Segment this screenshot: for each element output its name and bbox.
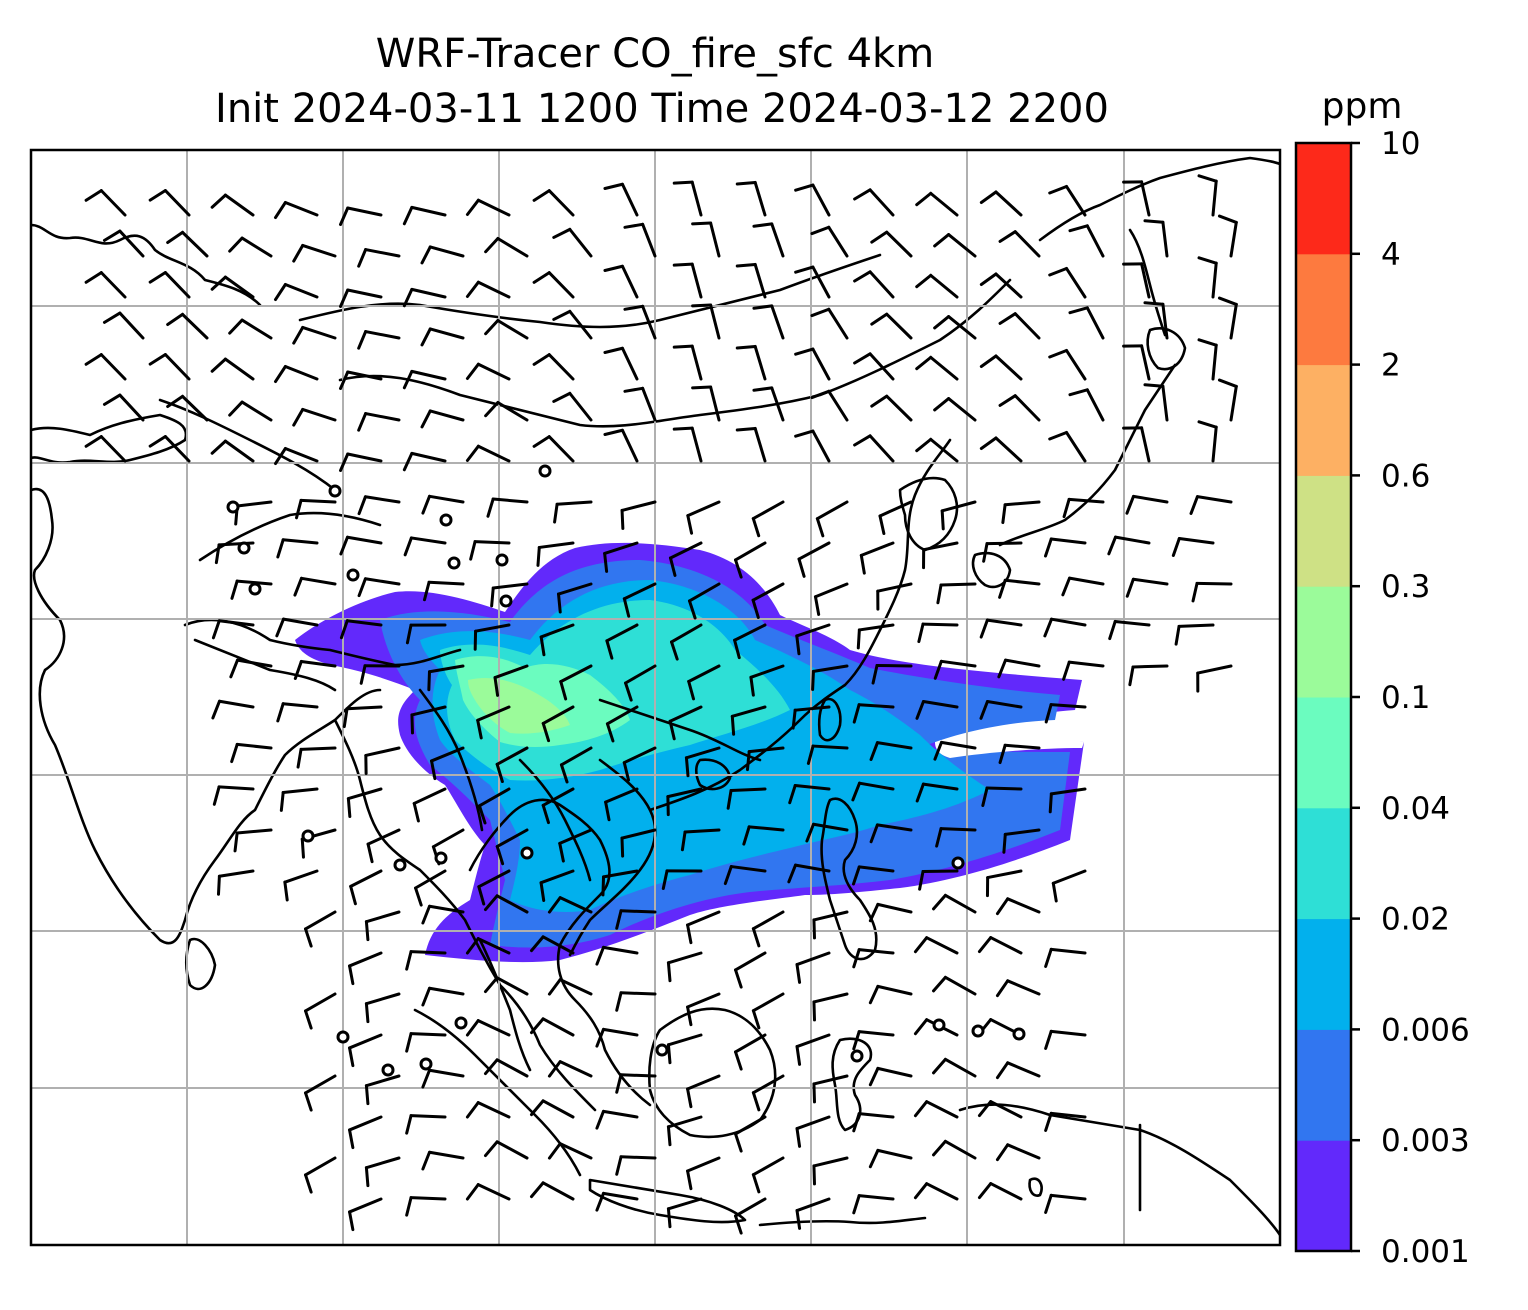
calm-wind-marker [449,558,459,568]
colorbar-segment [1296,1140,1351,1251]
calm-wind-marker [497,555,507,565]
colorbar-segment [1296,808,1351,919]
calm-wind-marker [250,584,260,594]
colorbar-segment [1296,254,1351,365]
colorbar-tick-label: 0.04 [1381,791,1450,827]
colorbar-segment [1296,697,1351,808]
colorbar-tick-label: 0.006 [1381,1012,1470,1048]
colorbar-segment [1296,365,1351,476]
calm-wind-marker [973,1026,983,1036]
map-area [31,150,1280,1245]
calm-wind-marker [522,848,532,858]
title-line1: WRF-Tracer CO_fire_sfc 4km [376,31,934,77]
calm-wind-marker [456,1018,466,1028]
colorbar-segment [1296,475,1351,586]
calm-wind-marker [303,831,313,841]
calm-wind-marker [348,570,358,580]
calm-wind-marker [540,466,550,476]
colorbar-tick-label: 4 [1381,237,1401,273]
calm-wind-marker [934,1020,944,1030]
colorbar-tick-label: 0.1 [1381,680,1430,716]
calm-wind-marker [228,502,238,512]
calm-wind-marker [383,1065,393,1075]
calm-wind-marker [501,596,511,606]
title-line2: Init 2024-03-11 1200 Time 2024-03-12 220… [215,86,1109,132]
colorbar-tick-label: 0.003 [1381,1123,1470,1159]
calm-wind-marker [1014,1029,1024,1039]
colorbar-tick-label: 10 [1381,126,1420,162]
colorbar-segment [1296,919,1351,1030]
colorbar-tick-label: 2 [1381,348,1401,384]
calm-wind-marker [395,860,405,870]
calm-wind-marker [953,858,963,868]
calm-wind-marker [421,1059,431,1069]
calm-wind-marker [657,1045,667,1055]
colorbar-segment [1296,1029,1351,1140]
colorbar-ticks: 0.001 0.003 0.006 0.02 0.04 0.1 0.3 0.6 2 4 10 [1351,126,1470,1270]
colorbar-segments [1296,143,1351,1252]
calm-wind-marker [330,486,340,496]
colorbar-segment [1296,143,1351,254]
colorbar-segment [1296,586,1351,697]
calm-wind-marker [852,1051,862,1061]
colorbar-tick-label: 0.6 [1381,458,1430,494]
calm-wind-marker [441,515,451,525]
colorbar-unit: ppm [1322,86,1403,127]
colorbar-tick-label: 0.02 [1381,902,1450,938]
calm-wind-marker [338,1032,348,1042]
calm-wind-marker [239,543,249,553]
colorbar-tick-label: 0.3 [1381,569,1430,605]
calm-wind-marker [436,853,446,863]
colorbar-tick-label: 0.001 [1381,1234,1470,1270]
colorbar: ppm 0.001 0.003 0.006 0.02 0.04 0.1 0.3 0.6 2 4 10 [1296,86,1470,1270]
